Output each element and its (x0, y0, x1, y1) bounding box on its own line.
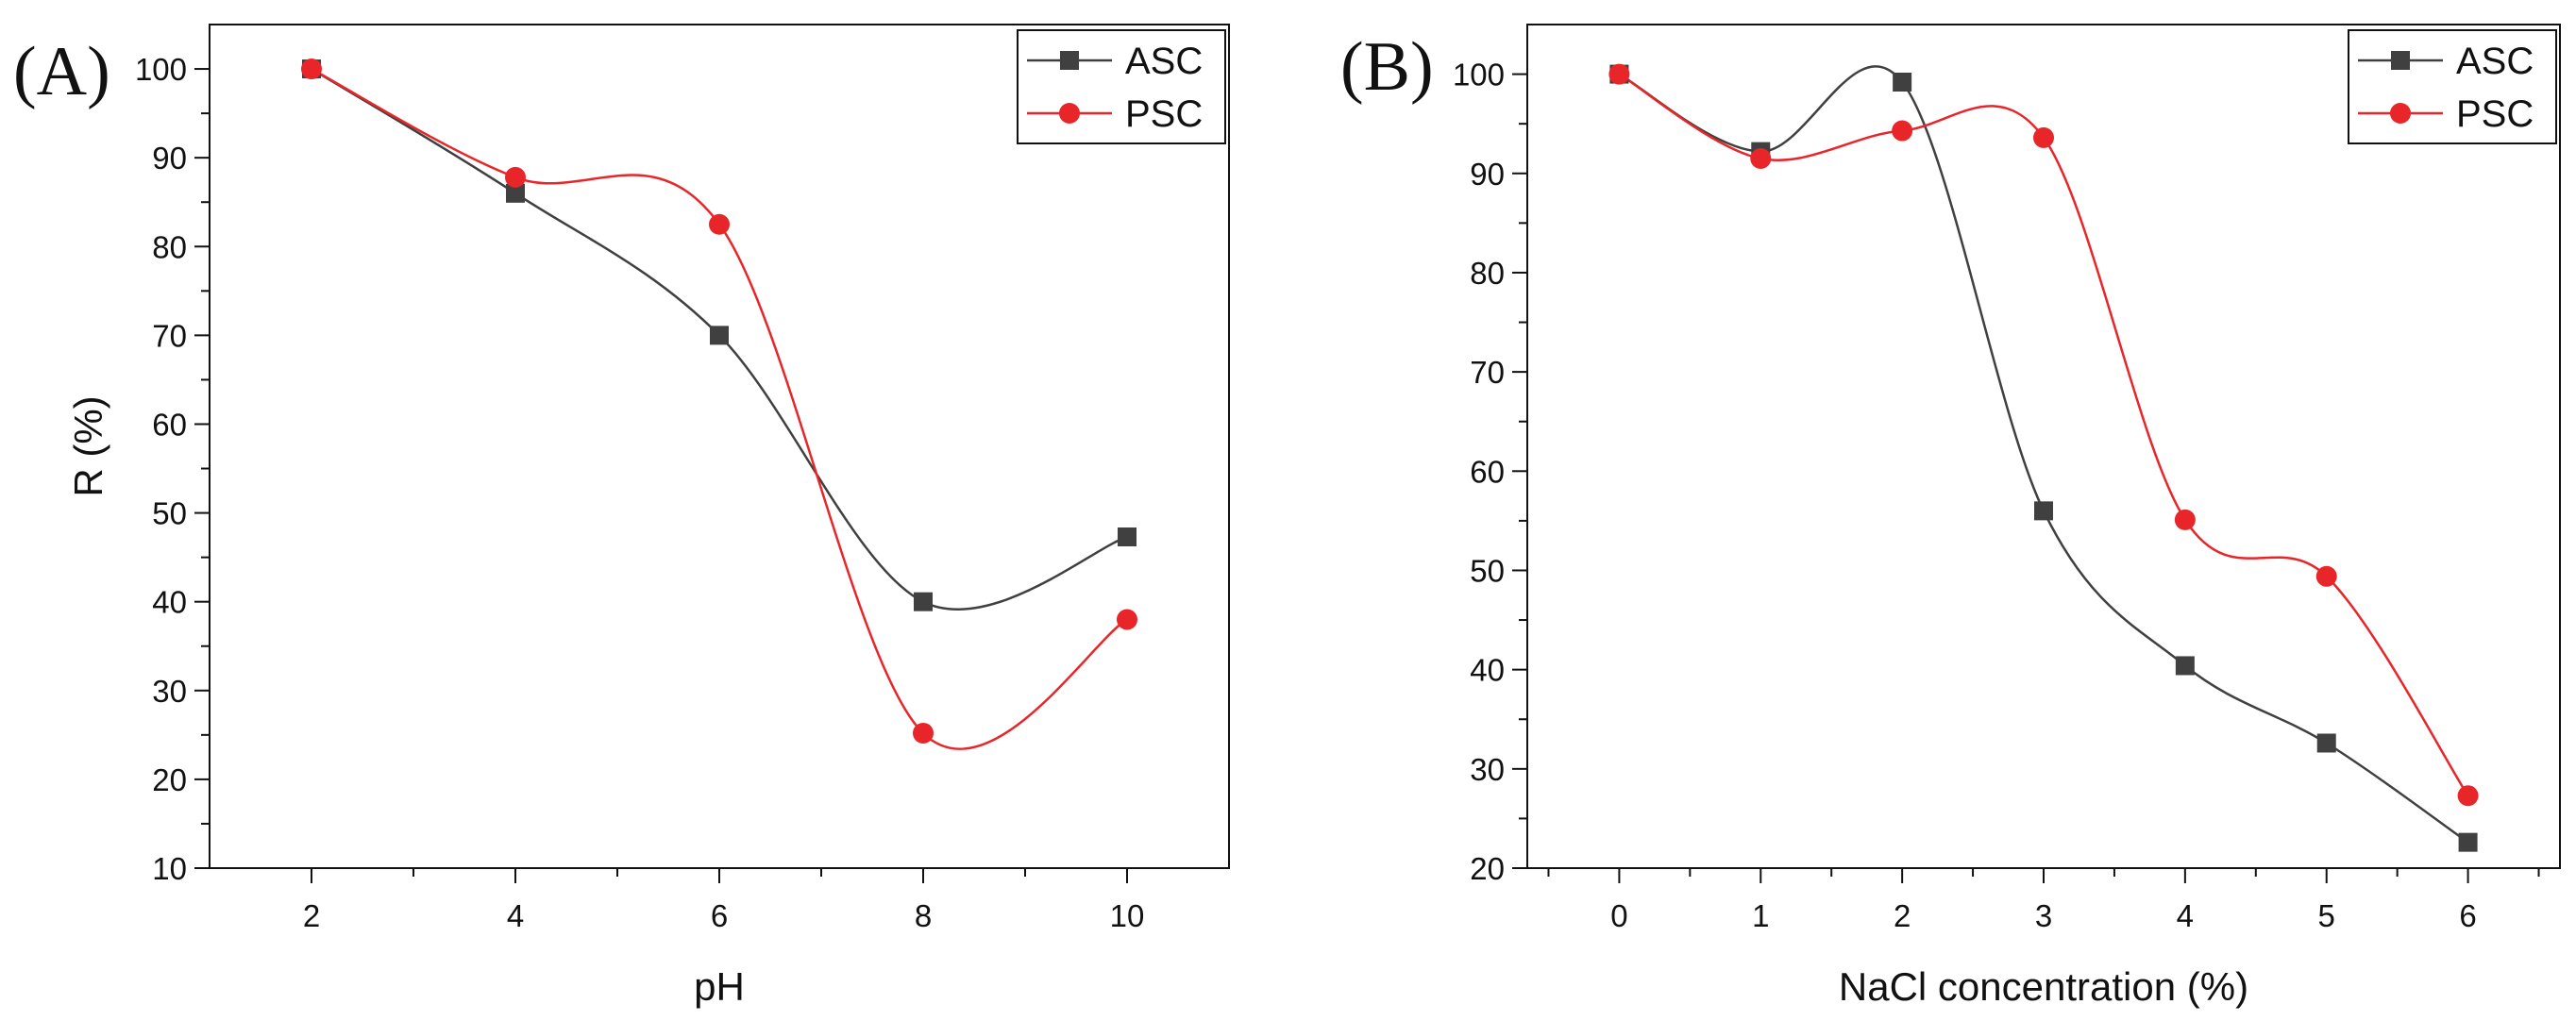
data-point-asc (2034, 501, 2053, 521)
y-tick-label: 100 (1453, 58, 1505, 92)
legend-label-asc: ASC (2456, 41, 2534, 82)
y-tick-label: 40 (152, 585, 187, 620)
x-tick-label: 10 (1110, 898, 1145, 933)
x-tick-label: 3 (2035, 898, 2052, 933)
data-point-asc (710, 326, 729, 345)
x-axis-title: NaCl concentration (%) (1839, 964, 2248, 1009)
data-point-psc (301, 59, 322, 80)
y-tick-label: 40 (1470, 653, 1505, 688)
panel-label: (B) (1340, 28, 1434, 106)
data-point-psc (913, 722, 934, 744)
y-tick-label: 90 (152, 141, 187, 176)
y-tick-label: 10 (152, 851, 187, 886)
series-line-asc (1618, 65, 2469, 844)
y-tick-label: 70 (1470, 355, 1505, 390)
data-point-asc (506, 183, 525, 203)
legend-marker-psc (2390, 103, 2411, 124)
data-point-asc (2316, 733, 2336, 753)
legend-label-asc: ASC (1125, 41, 1203, 82)
legend-label-psc: PSC (1125, 93, 1203, 135)
y-tick-label: 90 (1470, 157, 1505, 192)
legend-label-psc: PSC (2456, 93, 2534, 135)
x-tick-label: 8 (915, 898, 932, 933)
y-tick-label: 20 (152, 762, 187, 797)
legend: ASC PSC (1017, 29, 1226, 144)
y-tick-label: 30 (152, 674, 187, 709)
y-tick-label: 70 (152, 318, 187, 353)
data-point-asc (2458, 832, 2478, 852)
y-axis-title: R (%) (66, 395, 110, 496)
panel-label: (A) (13, 33, 110, 110)
legend: ASC PSC (2348, 29, 2557, 144)
data-point-psc (1117, 609, 1137, 630)
panel-b: (B) 0 1 2 3 4 5 6 20 30 40 50 60 70 80 90 100 NaCl concen… (1340, 24, 2561, 1009)
y-tick-label: 50 (152, 496, 187, 531)
data-point-psc (2457, 785, 2479, 807)
plot-frame (209, 24, 1230, 869)
data-point-psc (1608, 63, 1630, 85)
legend-marker-psc (1059, 103, 1080, 124)
data-point-asc (1118, 527, 1136, 546)
x-tick-label: 5 (2318, 898, 2335, 933)
data-point-asc (914, 592, 933, 611)
data-point-psc (2174, 509, 2196, 530)
series-line-psc (311, 67, 1128, 750)
y-tick-label: 20 (1470, 851, 1505, 886)
panel-a: (A) 2 4 6 8 10 10 20 30 40 50 60 70 80 90 100 pH R (%) ASC… (13, 24, 1230, 1009)
x-tick-label: 6 (711, 898, 728, 933)
x-tick-label: 6 (2459, 898, 2476, 933)
y-tick-label: 60 (1470, 454, 1505, 489)
y-tick-label: 50 (1470, 553, 1505, 588)
x-tick-label: 2 (303, 898, 320, 933)
data-point-psc (1750, 147, 1772, 169)
x-tick-label: 1 (1752, 898, 1769, 933)
x-tick-label: 4 (2177, 898, 2194, 933)
x-tick-label: 4 (507, 898, 524, 933)
series-line-psc (1618, 73, 2469, 796)
x-tick-label: 2 (1894, 898, 1911, 933)
legend-box (1017, 29, 1226, 144)
data-point-psc (2033, 126, 2054, 148)
plot-frame (1526, 24, 2561, 869)
y-tick-label: 80 (1470, 256, 1505, 291)
data-point-psc (1892, 120, 1913, 142)
y-tick-label: 60 (152, 407, 187, 442)
data-point-psc (709, 213, 730, 235)
y-tick-label: 80 (152, 229, 187, 264)
legend-marker-asc (2391, 51, 2410, 70)
x-tick-label: 0 (1610, 898, 1627, 933)
data-point-psc (505, 166, 526, 188)
series-line-asc (311, 68, 1128, 611)
y-tick-label: 100 (135, 52, 187, 87)
y-tick-label: 30 (1470, 752, 1505, 787)
data-point-psc (2315, 565, 2337, 587)
data-point-asc (1893, 73, 1912, 92)
x-axis-title: pH (694, 964, 745, 1009)
data-point-asc (2175, 656, 2195, 676)
legend-box (2348, 29, 2557, 144)
legend-marker-asc (1060, 51, 1079, 70)
